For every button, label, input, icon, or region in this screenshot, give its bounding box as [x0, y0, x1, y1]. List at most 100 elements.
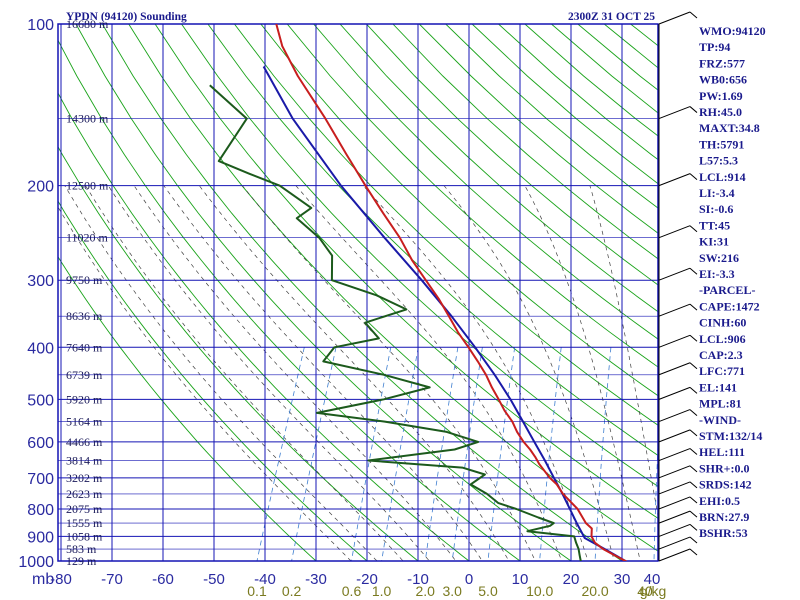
wind-barb-flag	[689, 303, 698, 311]
stability-index: BRN:27.9	[699, 510, 749, 524]
moist-adiabat	[295, 185, 563, 561]
stability-index: WB0:656	[699, 73, 747, 87]
stability-index: CINH:60	[699, 316, 746, 330]
wind-barb-flag	[689, 173, 698, 181]
stability-index: STM:132/14	[699, 429, 762, 443]
dry-adiabat	[551, 24, 658, 114]
wind-barb-flag	[689, 362, 698, 370]
height-label: 7640 m	[66, 340, 103, 354]
axis-labels: 0.1 0.2 0.6 1.0 2.0 3.0 5.0 10.0 20.0 40100200300…	[18, 17, 660, 599]
temperature-tick-label: 30	[614, 571, 631, 588]
wind-barb	[658, 11, 691, 25]
pressure-tick-label: 700	[27, 471, 54, 488]
stability-index: CAPE:1472	[699, 299, 760, 313]
dry-adiabat	[339, 24, 658, 313]
mixing-ratio-line	[351, 347, 392, 561]
pressure-tick-label: 500	[27, 392, 54, 409]
stability-index: FRZ:577	[699, 56, 745, 70]
wind-barb	[658, 496, 691, 510]
mixing-ratio-tick-label: 10.0	[526, 583, 553, 599]
moist-adiabat	[108, 185, 430, 561]
temperature-tick-label: -60	[152, 571, 174, 588]
temperature-tick-label: 40	[644, 571, 661, 588]
dry-adiabat	[58, 39, 521, 561]
stability-index: BSHR:53	[699, 526, 748, 540]
wind-barb-flag	[689, 225, 698, 233]
parcel-trace	[262, 66, 628, 561]
height-label: 583 m	[66, 542, 97, 556]
wind-barb	[658, 106, 691, 120]
height-labels: 16680 m 14300 m 12500 m 11020 m 9750 m 8636 m…	[66, 17, 109, 568]
wind-barb-flag	[689, 465, 698, 473]
wind-barb-flag	[689, 524, 698, 531]
wind-barb	[658, 536, 691, 550]
height-label: 2075 m	[66, 502, 103, 516]
stability-index: CAP:2.3	[699, 348, 743, 362]
height-label: 14300 m	[66, 112, 109, 126]
mixing-ratio-tick-label: 20.0	[581, 583, 608, 599]
stability-index: HEL:111	[699, 445, 745, 459]
moist-adiabat	[242, 185, 536, 561]
stability-index: L57:5.3	[699, 154, 738, 168]
temperature-tick-label: 20	[563, 571, 580, 588]
wind-barb-flag	[689, 481, 698, 489]
height-label: 4466 m	[66, 435, 103, 449]
stability-index: LCL:906	[699, 332, 746, 346]
dry-adiabat	[392, 24, 658, 260]
sounding-profiles	[209, 24, 628, 561]
dry-adiabat	[58, 200, 368, 561]
height-label: 1555 m	[66, 516, 103, 530]
moist-adiabat	[443, 185, 615, 561]
wind-barb	[658, 409, 691, 423]
dry-adiabat	[154, 24, 658, 519]
stability-index: LCL:914	[699, 170, 746, 184]
adiabat-lines	[58, 24, 658, 561]
stability-index: SHR+:0.0	[699, 461, 750, 475]
plot-frame	[57, 23, 659, 562]
stability-index: SI:-0.6	[699, 202, 733, 216]
dry-adiabat	[58, 92, 470, 561]
pressure-tick-label: 600	[27, 435, 54, 452]
pressure-tick-label: 1000	[18, 554, 54, 571]
wind-barb	[658, 334, 691, 348]
height-label: 12500 m	[66, 179, 109, 193]
mixing-ratio-tick-label: 3.0	[442, 583, 462, 599]
wind-barb	[658, 523, 691, 537]
dry-adiabat	[128, 24, 658, 552]
stability-index: PW:1.69	[699, 89, 743, 103]
stability-index: EL:141	[699, 380, 737, 394]
dry-adiabat	[58, 255, 317, 561]
wind-barb-flag	[689, 106, 698, 113]
dry-adiabat	[234, 24, 658, 426]
stability-index: -PARCEL-	[699, 283, 755, 297]
mixing-ratio-unit-label: g/kg	[640, 583, 666, 599]
stability-index: WMO:94120	[699, 24, 766, 38]
moist-adiabat	[58, 206, 352, 561]
wind-barb	[658, 386, 691, 400]
temperature-tick-label: -70	[101, 571, 123, 588]
pressure-tick-label: 100	[27, 17, 54, 34]
pressure-tick-label: 400	[27, 340, 54, 357]
temperature-tick-label: -50	[203, 571, 225, 588]
mixing-ratio-tick-label: 40	[637, 583, 653, 599]
stability-index: LFC:771	[699, 364, 745, 378]
wind-barb-flag	[689, 334, 698, 342]
dry-adiabat	[577, 24, 658, 91]
wind-barb	[658, 510, 691, 524]
wind-barb-flag	[689, 548, 698, 556]
mixing-ratio-tick-label: 1.0	[372, 583, 392, 599]
temperature-tick-label: 0	[465, 571, 473, 588]
moist-adiabat	[589, 185, 658, 518]
moist-adiabat	[524, 185, 641, 561]
pressure-tick-label: 900	[27, 529, 54, 546]
dewpoint-trace	[209, 84, 582, 561]
dry-adiabat	[75, 24, 572, 561]
dry-adiabat	[207, 24, 658, 456]
wind-barb-flag	[689, 496, 698, 504]
height-label: 129 m	[66, 554, 97, 568]
station-title: YPDN (94120) Sounding	[66, 11, 187, 23]
wind-barb	[658, 362, 691, 376]
height-label: 5164 m	[66, 415, 103, 429]
mixing-ratio-tick-label: 0.2	[282, 583, 302, 599]
